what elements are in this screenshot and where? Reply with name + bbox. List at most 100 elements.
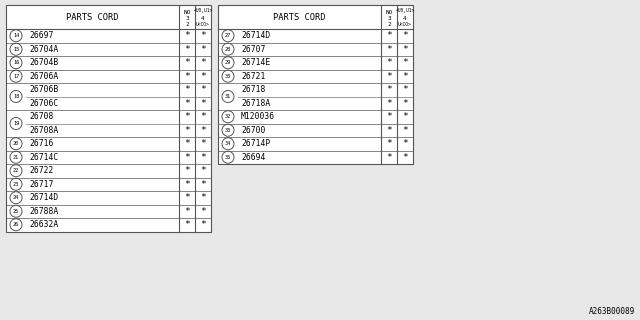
- Text: *: *: [184, 45, 190, 54]
- Text: 25: 25: [13, 209, 19, 214]
- Text: *: *: [402, 85, 408, 94]
- Text: 26704A: 26704A: [29, 45, 58, 54]
- Text: *: *: [200, 207, 206, 216]
- Circle shape: [10, 30, 22, 42]
- Circle shape: [222, 43, 234, 55]
- Text: 2: 2: [185, 22, 189, 27]
- Text: 26716: 26716: [29, 139, 53, 148]
- Circle shape: [10, 138, 22, 150]
- Text: 27: 27: [225, 33, 231, 38]
- Text: 20: 20: [13, 141, 19, 146]
- Text: 26: 26: [13, 222, 19, 227]
- Text: 26708: 26708: [29, 112, 53, 121]
- Text: *: *: [200, 99, 206, 108]
- Text: *: *: [200, 139, 206, 148]
- Text: 26721: 26721: [241, 72, 266, 81]
- Circle shape: [10, 117, 22, 130]
- Text: 4: 4: [403, 16, 407, 21]
- Circle shape: [10, 57, 22, 69]
- Text: 26697: 26697: [29, 31, 53, 40]
- Text: *: *: [184, 220, 190, 229]
- Text: *: *: [402, 126, 408, 135]
- Text: *: *: [184, 112, 190, 121]
- Text: 32: 32: [225, 114, 231, 119]
- Text: 26714C: 26714C: [29, 153, 58, 162]
- Circle shape: [222, 124, 234, 136]
- Text: *: *: [184, 166, 190, 175]
- Text: *: *: [386, 45, 392, 54]
- Text: *: *: [386, 85, 392, 94]
- Text: <U0,U1>: <U0,U1>: [193, 8, 212, 13]
- Text: 16: 16: [13, 60, 19, 65]
- Text: 26704B: 26704B: [29, 58, 58, 67]
- Text: 26714D: 26714D: [29, 193, 58, 202]
- Text: 26718: 26718: [241, 85, 266, 94]
- Text: 19: 19: [13, 121, 19, 126]
- Text: 26707: 26707: [241, 45, 266, 54]
- Text: 22: 22: [13, 168, 19, 173]
- Text: 14: 14: [13, 33, 19, 38]
- Text: *: *: [386, 153, 392, 162]
- Text: *: *: [386, 126, 392, 135]
- Text: 26706B: 26706B: [29, 85, 58, 94]
- Text: *: *: [402, 58, 408, 67]
- Text: NO: NO: [385, 10, 392, 15]
- Text: *: *: [402, 45, 408, 54]
- Circle shape: [10, 91, 22, 102]
- Circle shape: [222, 91, 234, 102]
- Text: 26717: 26717: [29, 180, 53, 189]
- Text: *: *: [184, 31, 190, 40]
- Circle shape: [10, 165, 22, 177]
- Text: *: *: [200, 72, 206, 81]
- Text: *: *: [200, 193, 206, 202]
- Text: A263B00089: A263B00089: [589, 307, 635, 316]
- Text: *: *: [200, 85, 206, 94]
- Text: *: *: [184, 85, 190, 94]
- Text: 33: 33: [225, 128, 231, 133]
- Circle shape: [222, 30, 234, 42]
- Text: 26632A: 26632A: [29, 220, 58, 229]
- Text: U<CO>: U<CO>: [196, 22, 210, 27]
- Text: *: *: [184, 180, 190, 189]
- Text: *: *: [402, 112, 408, 121]
- Text: *: *: [402, 31, 408, 40]
- Text: *: *: [184, 193, 190, 202]
- Text: M120036: M120036: [241, 112, 275, 121]
- Text: *: *: [402, 139, 408, 148]
- Bar: [218, 5, 413, 164]
- Text: *: *: [402, 72, 408, 81]
- Text: 26706C: 26706C: [29, 99, 58, 108]
- Text: 26714P: 26714P: [241, 139, 270, 148]
- Text: <U0,U1>: <U0,U1>: [396, 8, 415, 13]
- Text: *: *: [184, 139, 190, 148]
- Text: 26722: 26722: [29, 166, 53, 175]
- Bar: [6, 5, 211, 231]
- Text: *: *: [386, 31, 392, 40]
- Text: *: *: [200, 153, 206, 162]
- Text: *: *: [386, 112, 392, 121]
- Text: 28: 28: [225, 47, 231, 52]
- Circle shape: [10, 205, 22, 217]
- Text: *: *: [402, 153, 408, 162]
- Text: 3: 3: [185, 16, 189, 21]
- Text: 26700: 26700: [241, 126, 266, 135]
- Text: 29: 29: [225, 60, 231, 65]
- Circle shape: [222, 138, 234, 150]
- Text: PARTS CORD: PARTS CORD: [273, 12, 326, 21]
- Text: *: *: [184, 58, 190, 67]
- Circle shape: [10, 219, 22, 231]
- Text: *: *: [184, 153, 190, 162]
- Circle shape: [10, 70, 22, 82]
- Text: *: *: [200, 45, 206, 54]
- Text: *: *: [386, 58, 392, 67]
- Text: 15: 15: [13, 47, 19, 52]
- Circle shape: [10, 151, 22, 163]
- Text: *: *: [200, 31, 206, 40]
- Text: 35: 35: [225, 155, 231, 160]
- Text: 3: 3: [387, 16, 391, 21]
- Text: 18: 18: [13, 94, 19, 99]
- Text: 23: 23: [13, 182, 19, 187]
- Circle shape: [10, 178, 22, 190]
- Text: *: *: [200, 220, 206, 229]
- Text: *: *: [184, 207, 190, 216]
